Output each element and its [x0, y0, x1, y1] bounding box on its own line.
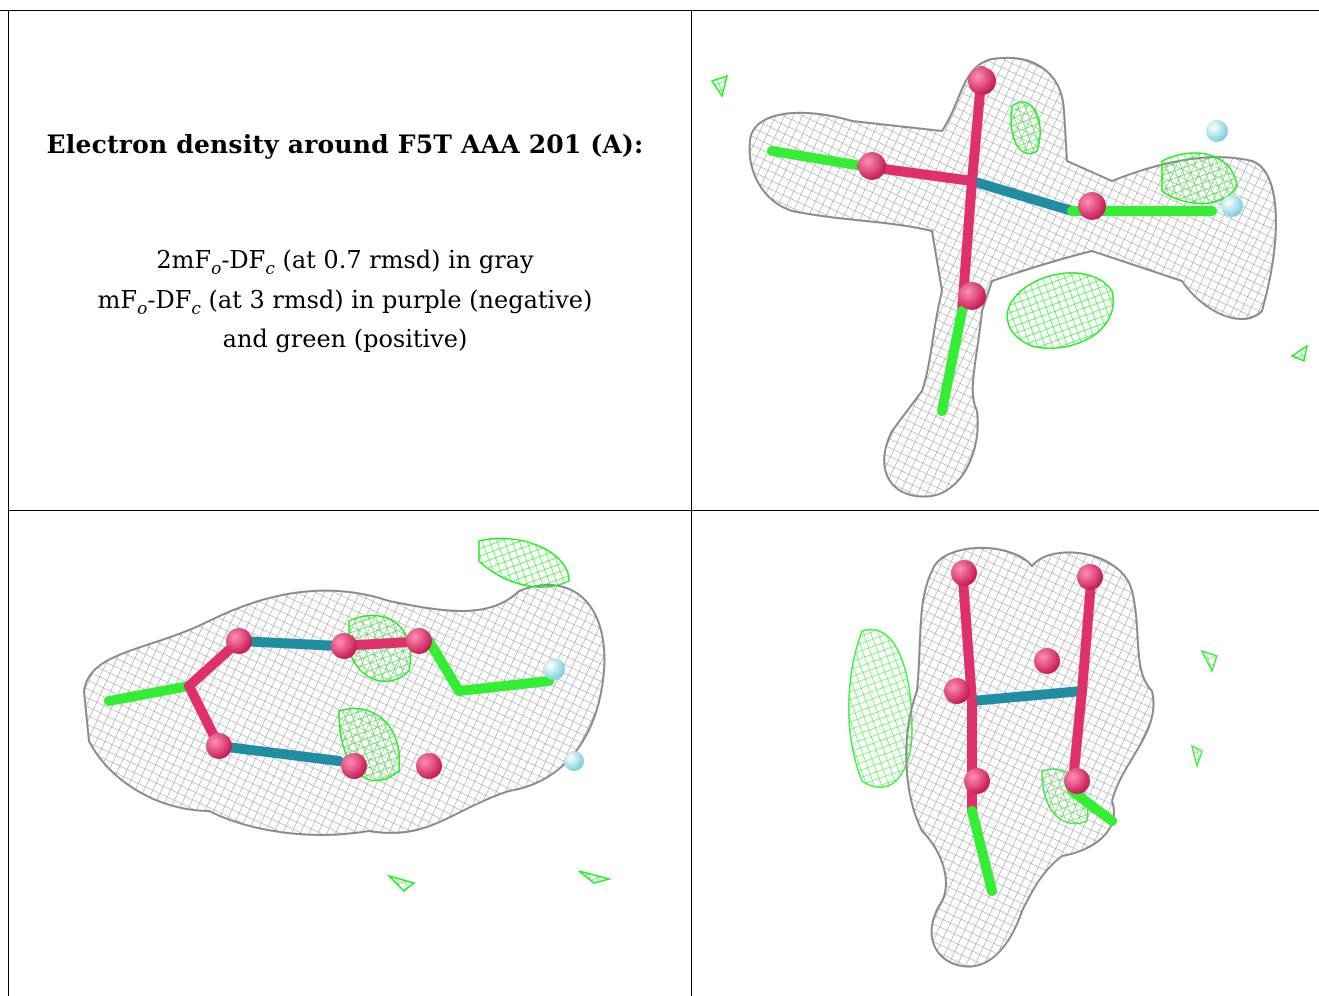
caption-title: Electron density around F5T AAA 201 (A):	[46, 130, 644, 159]
density-view-top-right	[692, 11, 1319, 510]
density-view-bottom-left	[9, 511, 691, 996]
caption-2fofc-line: 2mFo-DFc (at 0.7 rmsd) in gray	[156, 246, 534, 279]
middle-divider	[8, 510, 1319, 511]
density-view-bottom-right	[692, 511, 1319, 996]
left-border	[8, 10, 9, 996]
caption-panel: Electron density around F5T AAA 201 (A):…	[0, 0, 690, 510]
atom-spheres	[206, 628, 584, 779]
atom-spheres	[944, 560, 1103, 794]
top-border	[0, 10, 1319, 11]
green-mesh-positive	[710, 74, 1309, 363]
center-divider	[691, 10, 692, 996]
caption-positive-line: and green (positive)	[222, 325, 468, 353]
atom-spheres	[858, 67, 1243, 310]
density-map-3	[848, 546, 1218, 968]
caption-fofc-line: mFo-DFc (at 3 rmsd) in purple (negative)	[97, 286, 593, 319]
density-map-2	[82, 537, 612, 893]
density-map-1	[710, 56, 1309, 498]
gray-mesh-2fofc	[905, 546, 1155, 968]
